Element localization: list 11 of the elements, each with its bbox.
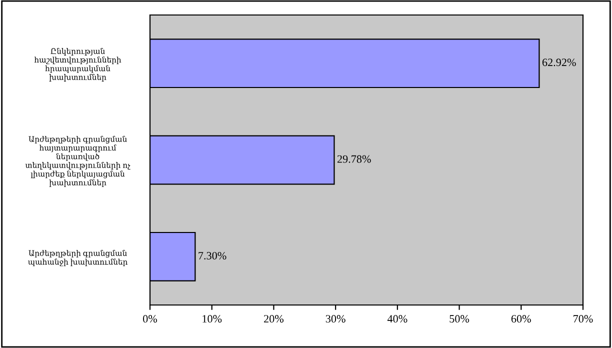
- x-tick-label: 0%: [143, 315, 158, 323]
- x-tick-label: 70%: [574, 315, 593, 323]
- x-tick-label: 60%: [511, 315, 531, 323]
- data-label: 7.30%: [198, 252, 226, 260]
- x-tick-label: 30%: [326, 315, 346, 323]
- x-tick-label: 40%: [387, 315, 408, 323]
- data-label: 29.78%: [337, 155, 371, 163]
- x-tick-label: 20%: [264, 315, 284, 323]
- x-tick-label: 10%: [202, 315, 222, 323]
- x-tick-label: 50%: [450, 315, 470, 323]
- data-label: 62.92%: [542, 58, 576, 66]
